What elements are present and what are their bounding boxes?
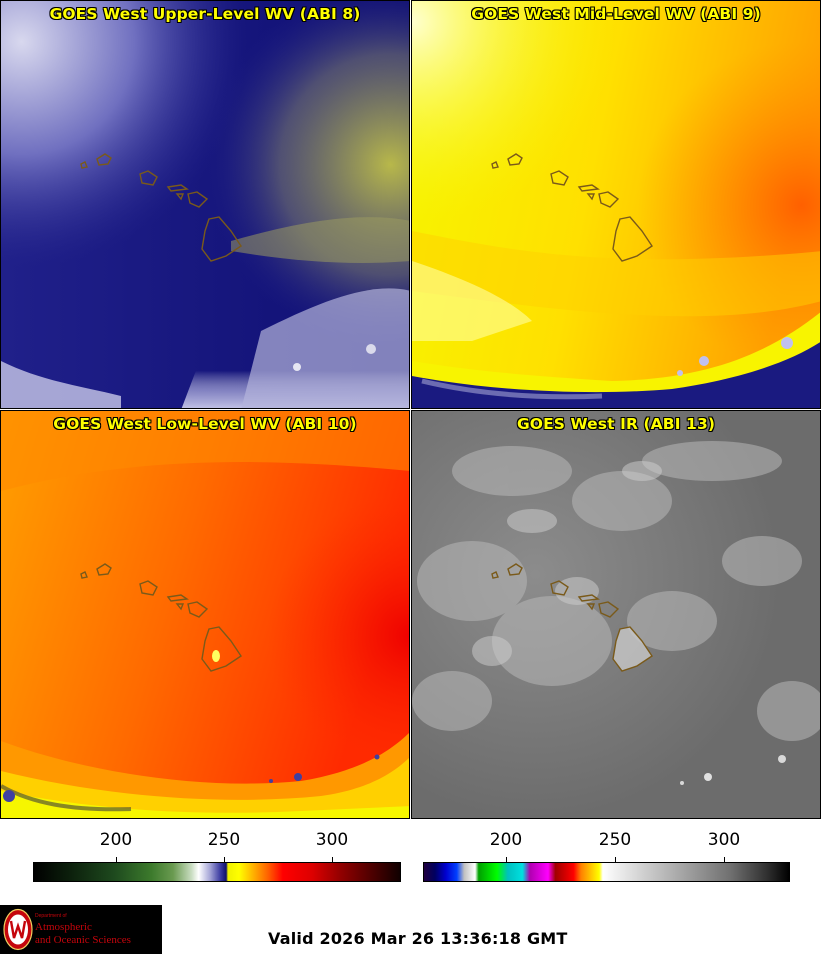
panel-low-level-wv: GOES West Low-Level WV (ABI 10): [0, 410, 410, 819]
colorbar-infrared-scale: [423, 862, 790, 882]
coastline-overlay-4: [491, 563, 653, 672]
colorbar-tick-label: 250: [598, 830, 632, 850]
colorbar-tick-mark: [116, 857, 117, 862]
colorbar-tick-label: 200: [489, 830, 523, 850]
coastline-overlay-2: [491, 153, 653, 262]
aos-logo: Department of Atmospheric and Oceanic Sc…: [0, 905, 162, 954]
coastline-overlay-1: [80, 153, 242, 262]
panel-title-upper-level: GOES West Upper-Level WV (ABI 8): [49, 5, 361, 23]
upper-level-wv-image: [1, 1, 409, 408]
logo-name-line2: and Oceanic Sciences: [35, 934, 131, 946]
mid-level-wv-image: [412, 1, 820, 408]
panel-mid-level-wv: GOES West Mid-Level WV (ABI 9): [411, 0, 821, 409]
colorbar-tick-label: 300: [707, 830, 741, 850]
panel-upper-level-wv: GOES West Upper-Level WV (ABI 8): [0, 0, 410, 409]
uw-crest-icon: [3, 908, 33, 951]
valid-time: Valid 2026 Mar 26 13:36:18 GMT: [268, 929, 568, 948]
panel-title-low-level: GOES West Low-Level WV (ABI 10): [53, 415, 357, 433]
panel-ir: GOES West IR (ABI 13): [411, 410, 821, 819]
colorbar-tick-mark: [615, 857, 616, 862]
colorbar-tick-label: 200: [99, 830, 133, 850]
colorbar-tick-label: 300: [315, 830, 349, 850]
low-level-wv-image: [1, 411, 409, 818]
colorbar-tick-mark: [506, 857, 507, 862]
colorbar-water-vapor-scale: [33, 862, 401, 882]
colorbar-tick-mark: [724, 857, 725, 862]
colorbar-tick-label: 250: [207, 830, 241, 850]
logo-dept-text: Department of: [35, 913, 67, 919]
colorbar-infrared: 200 250 300: [411, 822, 822, 892]
colorbar-water-vapor: 200 250 300: [0, 822, 411, 892]
colorbar-tick-mark: [224, 857, 225, 862]
colorbar-tick-mark: [332, 857, 333, 862]
ir-image: [412, 411, 820, 818]
logo-name-line1: Atmospheric: [35, 921, 92, 933]
panel-title-mid-level: GOES West Mid-Level WV (ABI 9): [471, 5, 761, 23]
panel-title-ir: GOES West IR (ABI 13): [516, 415, 716, 433]
coastline-overlay-3: [80, 563, 242, 672]
